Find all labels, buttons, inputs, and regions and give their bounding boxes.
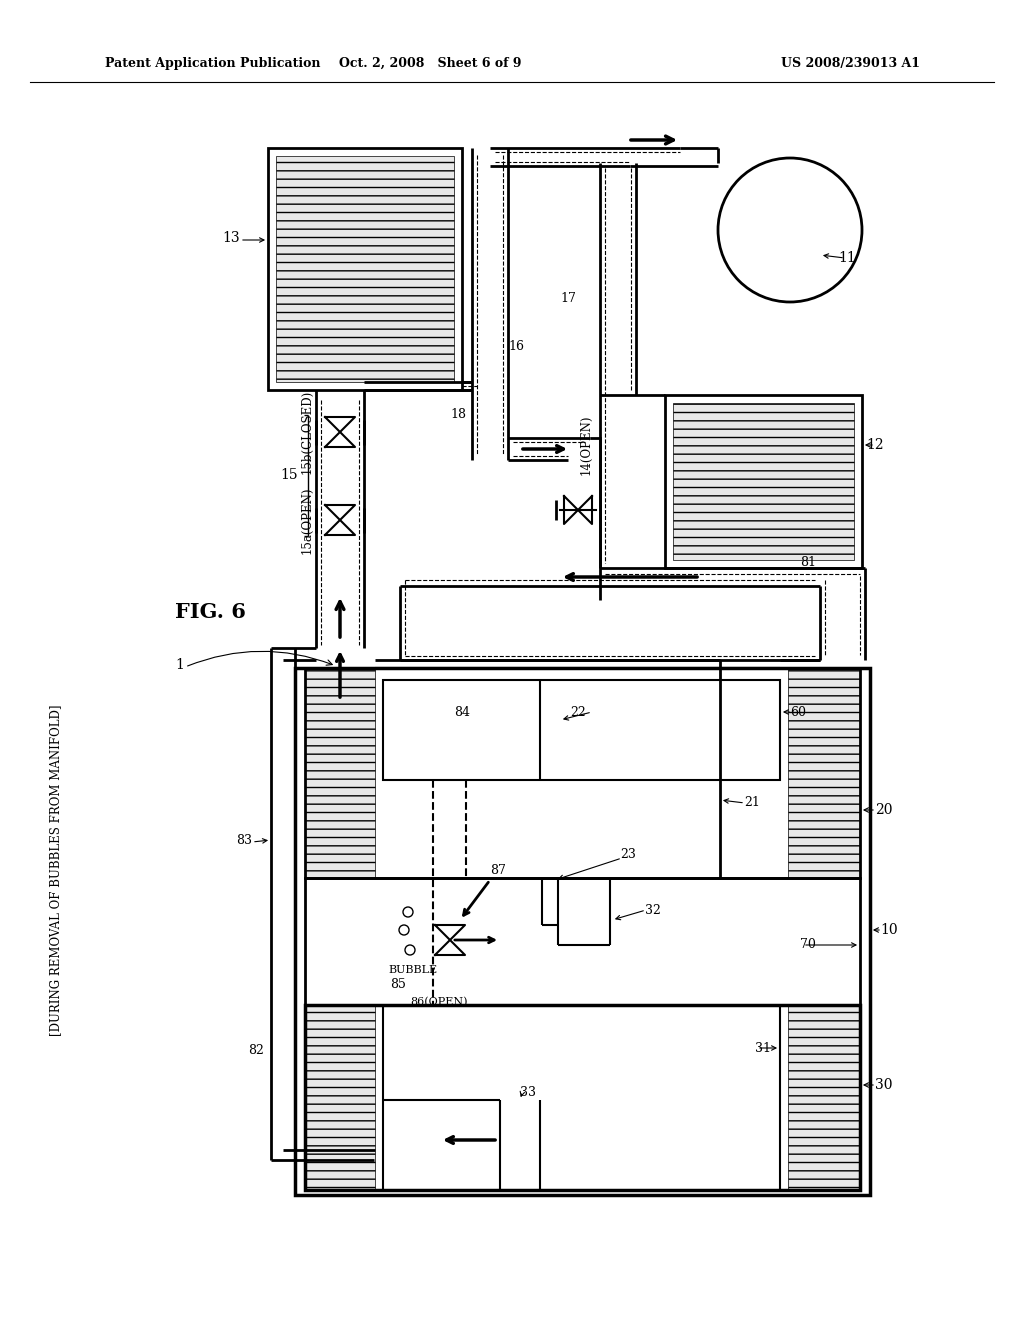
Bar [305, 1005, 375, 1191]
Text: 31: 31 [755, 1041, 771, 1055]
Text: FIG. 6: FIG. 6 [175, 602, 246, 622]
Text: 15b(CLOSED): 15b(CLOSED) [301, 389, 314, 474]
Bar [673, 403, 854, 560]
Text: Patent Application Publication: Patent Application Publication [105, 57, 321, 70]
Text: 30: 30 [874, 1078, 893, 1092]
Bar [305, 668, 375, 878]
Text: 60: 60 [790, 705, 806, 718]
Text: 81: 81 [800, 556, 816, 569]
Bar [305, 1005, 860, 1191]
Text: BUBBLE: BUBBLE [388, 965, 437, 975]
Text: 84: 84 [454, 705, 470, 718]
Text: [DURING REMOVAL OF BUBBLES FROM MANIFOLD]: [DURING REMOVAL OF BUBBLES FROM MANIFOLD… [49, 705, 62, 1036]
Text: US 2008/239013 A1: US 2008/239013 A1 [781, 57, 920, 70]
Text: 14(OPEN): 14(OPEN) [580, 414, 593, 475]
Bar [788, 668, 860, 878]
Text: 82: 82 [248, 1044, 264, 1056]
Text: 86(OPEN): 86(OPEN) [410, 997, 468, 1007]
Text: 83: 83 [236, 833, 252, 846]
Polygon shape [325, 506, 355, 520]
Bar [665, 395, 862, 568]
Bar [276, 156, 454, 381]
Text: 70: 70 [800, 939, 816, 952]
Text: 11: 11 [838, 251, 856, 265]
Bar [295, 668, 870, 1195]
Polygon shape [325, 432, 355, 447]
Polygon shape [564, 496, 578, 524]
Bar [305, 878, 860, 1005]
Text: 23: 23 [620, 849, 636, 862]
Text: 32: 32 [645, 903, 660, 916]
Text: 15: 15 [281, 469, 298, 482]
Text: 10: 10 [880, 923, 898, 937]
Text: 85: 85 [390, 978, 406, 991]
Bar [383, 680, 780, 780]
Text: 18: 18 [450, 408, 466, 421]
Text: 17: 17 [560, 292, 575, 305]
Text: 16: 16 [508, 341, 524, 354]
Polygon shape [325, 520, 355, 535]
Bar [305, 668, 860, 878]
Polygon shape [325, 417, 355, 432]
Text: 87: 87 [490, 863, 506, 876]
Text: 12: 12 [866, 438, 884, 451]
Polygon shape [435, 925, 465, 940]
Bar [268, 148, 462, 389]
Bar [788, 1005, 860, 1191]
Text: 21: 21 [744, 796, 760, 809]
Text: 33: 33 [520, 1086, 536, 1100]
Polygon shape [578, 496, 592, 524]
Text: 22: 22 [570, 705, 586, 718]
Text: 20: 20 [874, 803, 893, 817]
Text: 1: 1 [175, 657, 184, 672]
Polygon shape [435, 940, 465, 954]
Text: 13: 13 [222, 231, 240, 246]
Text: 15a(OPEN): 15a(OPEN) [301, 486, 314, 554]
Text: Oct. 2, 2008   Sheet 6 of 9: Oct. 2, 2008 Sheet 6 of 9 [339, 57, 521, 70]
